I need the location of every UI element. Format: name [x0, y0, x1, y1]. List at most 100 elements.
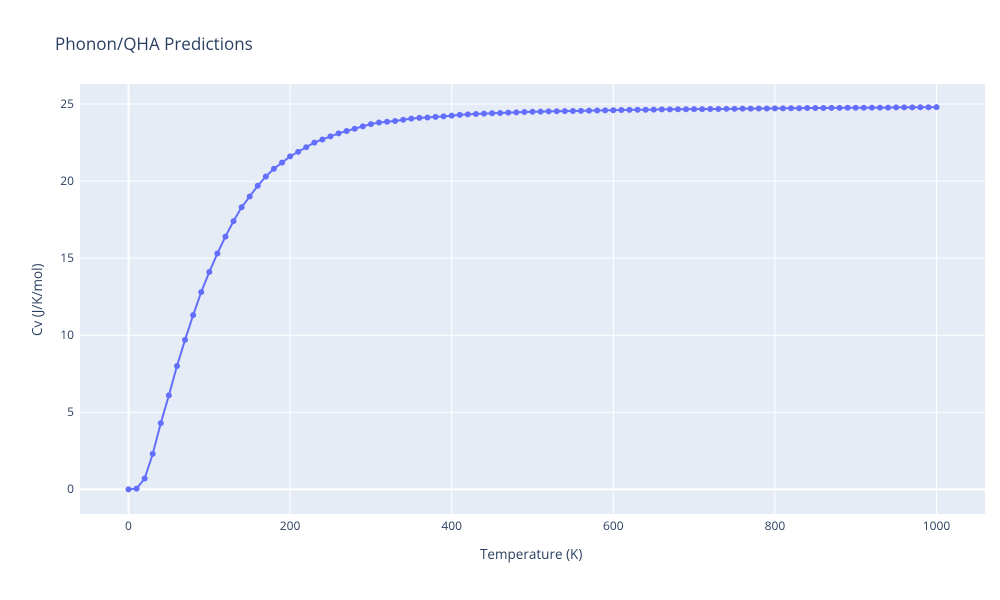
data-marker [441, 113, 447, 119]
data-marker [732, 106, 738, 112]
data-marker [392, 118, 398, 124]
data-marker [820, 105, 826, 111]
data-marker [643, 107, 649, 113]
data-marker [699, 106, 705, 112]
data-marker [134, 486, 140, 492]
data-marker [231, 218, 237, 224]
data-marker [263, 173, 269, 179]
x-tick-label: 400 [441, 520, 462, 532]
y-tick-label: 15 [52, 252, 74, 264]
data-marker [125, 486, 131, 492]
data-marker [546, 108, 552, 114]
data-marker [610, 107, 616, 113]
data-marker [303, 144, 309, 150]
data-marker [311, 140, 317, 146]
data-marker [142, 476, 148, 482]
data-marker [764, 106, 770, 112]
data-marker [327, 133, 333, 139]
data-marker [618, 107, 624, 113]
data-marker [772, 105, 778, 111]
data-marker [675, 106, 681, 112]
data-marker [925, 104, 931, 110]
data-marker [287, 153, 293, 159]
data-marker [635, 107, 641, 113]
data-marker [780, 105, 786, 111]
data-marker [909, 104, 915, 110]
data-marker [344, 128, 350, 134]
data-marker [837, 105, 843, 111]
data-marker [804, 105, 810, 111]
data-marker [521, 109, 527, 115]
data-marker [449, 113, 455, 119]
data-marker [554, 108, 560, 114]
data-marker [586, 108, 592, 114]
data-marker [206, 269, 212, 275]
chart-svg [0, 0, 1000, 600]
x-tick-label: 800 [765, 520, 786, 532]
data-marker [400, 117, 406, 123]
data-marker [376, 120, 382, 126]
x-tick-label: 200 [280, 520, 301, 532]
y-axis-label: Cv (J/K/mol) [28, 263, 46, 336]
data-marker [489, 110, 495, 116]
data-marker [651, 107, 657, 113]
data-line [128, 107, 936, 489]
data-marker [683, 106, 689, 112]
data-marker [853, 105, 859, 111]
y-tick-label: 20 [52, 175, 74, 187]
data-marker [433, 114, 439, 120]
y-tick-label: 10 [52, 329, 74, 341]
data-marker [295, 149, 301, 155]
data-marker [877, 105, 883, 111]
data-marker [360, 123, 366, 129]
data-marker [901, 104, 907, 110]
data-marker [812, 105, 818, 111]
data-marker [255, 183, 261, 189]
data-marker [368, 121, 374, 127]
data-marker [198, 289, 204, 295]
data-marker [659, 106, 665, 112]
data-marker [222, 234, 228, 240]
data-marker [723, 106, 729, 112]
data-marker [667, 106, 673, 112]
data-marker [885, 105, 891, 111]
data-marker [190, 312, 196, 318]
data-marker [158, 420, 164, 426]
x-tick-label: 0 [125, 520, 132, 532]
data-marker [570, 108, 576, 114]
data-marker [279, 160, 285, 166]
chart-container: { "chart": { "type": "line_markers", "ti… [0, 0, 1000, 600]
data-marker [861, 105, 867, 111]
data-marker [497, 110, 503, 116]
data-marker [174, 363, 180, 369]
x-axis-label: Temperature (K) [480, 545, 582, 563]
data-marker [828, 105, 834, 111]
data-marker [626, 107, 632, 113]
data-marker [505, 110, 511, 116]
data-marker [893, 104, 899, 110]
data-marker [715, 106, 721, 112]
data-marker [538, 109, 544, 115]
data-marker [166, 392, 172, 398]
data-marker [336, 130, 342, 136]
data-marker [869, 105, 875, 111]
data-marker [352, 126, 358, 132]
data-marker [748, 106, 754, 112]
data-marker [513, 109, 519, 115]
data-marker [481, 111, 487, 117]
data-marker [271, 166, 277, 172]
data-marker [594, 108, 600, 114]
data-marker [845, 105, 851, 111]
data-marker [182, 337, 188, 343]
y-tick-label: 25 [52, 98, 74, 110]
data-marker [384, 119, 390, 125]
data-marker [150, 451, 156, 457]
data-marker [473, 111, 479, 117]
data-marker [602, 107, 608, 113]
y-tick-label: 0 [52, 483, 74, 495]
data-marker [740, 106, 746, 112]
data-marker [788, 105, 794, 111]
data-marker [530, 109, 536, 115]
data-marker [416, 115, 422, 121]
data-marker [707, 106, 713, 112]
